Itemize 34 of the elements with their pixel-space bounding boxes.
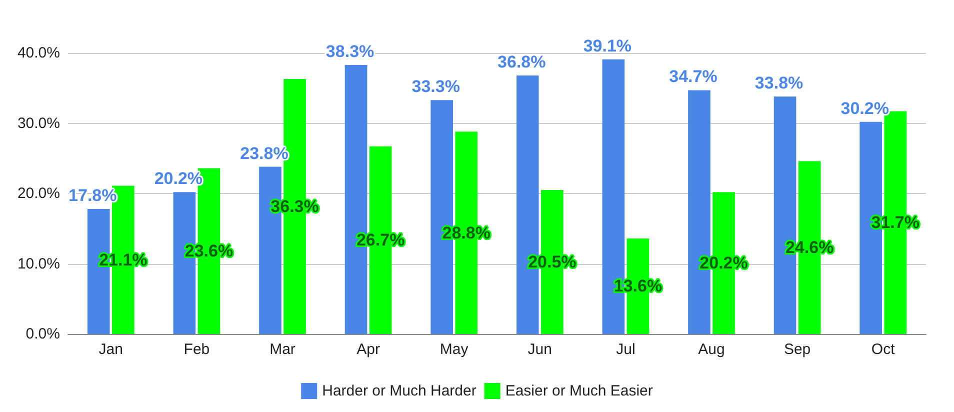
x-tick-label: May	[440, 341, 469, 358]
text: 24.6%	[785, 238, 834, 258]
text: 20.5%	[528, 252, 576, 272]
y-tick-label: 20.0%	[17, 185, 60, 202]
y-tick-label: 30.0%	[17, 114, 60, 132]
text: 13.6%	[614, 276, 662, 296]
text: 39.1%	[583, 36, 632, 56]
text: 33.3%	[412, 77, 460, 96]
text: 26.7%	[356, 230, 405, 250]
y-tick-label: 40.0%	[17, 44, 60, 62]
x-tick-label: Feb	[184, 341, 210, 358]
legend-label: Harder or Much Harder	[322, 382, 476, 400]
text: 31.7%	[871, 213, 920, 232]
x-tick-label: Apr	[356, 341, 380, 358]
x-tick-label: Mar	[270, 341, 296, 358]
text: 36.3%	[270, 196, 319, 216]
x-tick-label: Sep	[784, 341, 811, 358]
x-tick-label: Jul	[616, 341, 636, 358]
text: 38.3%	[326, 42, 374, 61]
text: 36.8%	[498, 52, 546, 72]
text: 28.8%	[442, 223, 490, 242]
y-tick-label: 0.0%	[26, 326, 60, 342]
x-tick-label: Jun	[528, 341, 552, 358]
x-tick-label: Aug	[698, 341, 725, 358]
legend-label: Easier or Much Easier	[505, 382, 653, 400]
text: 34.7%	[669, 67, 718, 86]
text: 20.2%	[700, 254, 748, 273]
x-tick-label: Jan	[98, 341, 123, 358]
x-tick-label: Oct	[871, 341, 896, 358]
text: 30.2%	[840, 98, 889, 118]
y-tick-label: 10.0%	[17, 255, 60, 272]
text: 23.6%	[184, 242, 234, 261]
text: 21.1%	[99, 250, 148, 270]
text: 33.8%	[754, 74, 804, 93]
